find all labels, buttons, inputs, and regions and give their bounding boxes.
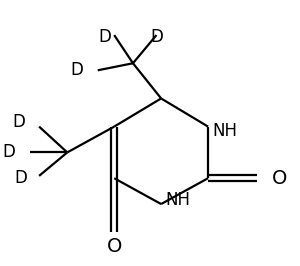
Text: O: O (272, 169, 287, 188)
Text: D: D (98, 28, 111, 46)
Text: NH: NH (213, 122, 238, 140)
Text: D: D (14, 169, 27, 187)
Text: D: D (12, 113, 25, 131)
Text: D: D (150, 28, 163, 46)
Text: D: D (3, 143, 16, 161)
Text: O: O (106, 237, 122, 256)
Text: NH: NH (166, 191, 191, 209)
Text: D: D (71, 61, 84, 79)
